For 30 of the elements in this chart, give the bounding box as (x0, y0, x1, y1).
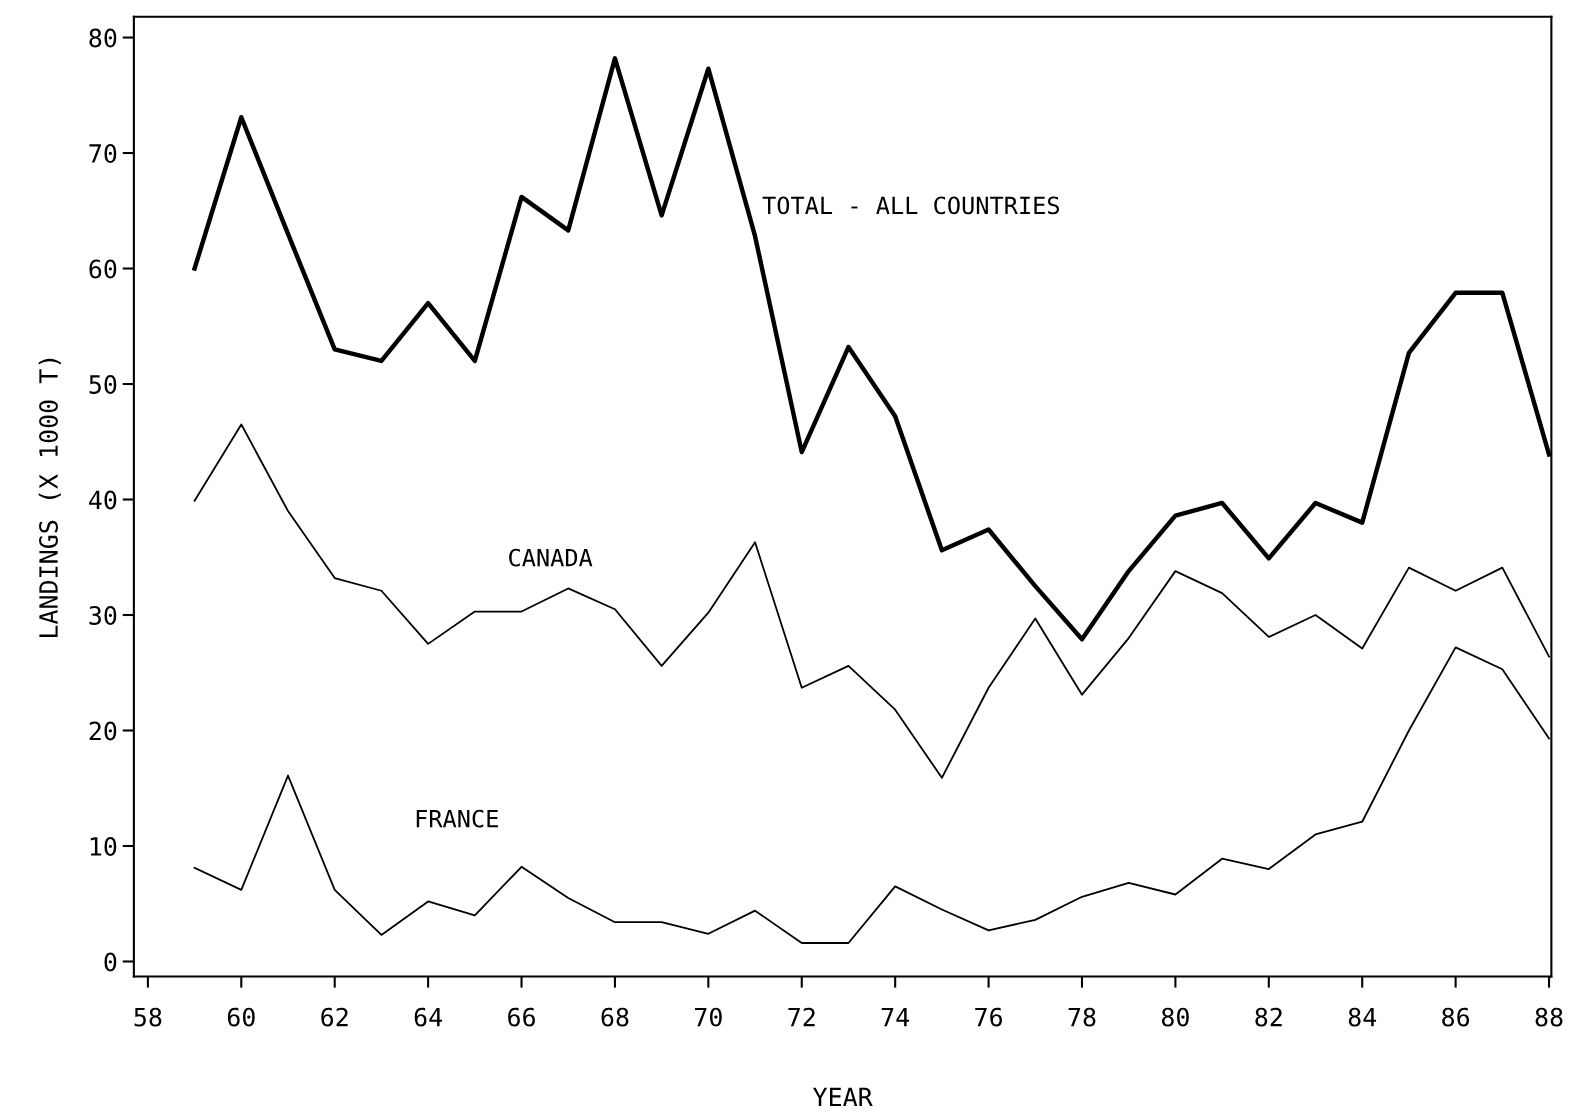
x-tick-label: 66 (508, 1007, 535, 1027)
x-tick-label: 88 (1535, 1007, 1563, 1027)
x-tick-label: 68 (601, 1007, 629, 1027)
x-axis-title: YEAR (812, 1087, 873, 1107)
x-tick-label: 58 (134, 1007, 162, 1027)
x-tick-label: 78 (1068, 1007, 1096, 1027)
y-tick-label: 20 (89, 721, 117, 741)
x-tick-label: 86 (1442, 1007, 1470, 1027)
x-tick-label: 84 (1348, 1007, 1377, 1027)
x-tick-label: 64 (414, 1007, 442, 1027)
y-tick-label: 50 (89, 375, 117, 394)
y-tick-label: 10 (90, 837, 117, 856)
series-label: TOTAL - ALL COUNTRIES (762, 196, 1060, 215)
x-tick-label: 60 (227, 1007, 255, 1027)
y-tick-label: 30 (89, 606, 117, 625)
x-tick-label: 76 (975, 1007, 1003, 1027)
x-tick-label: 82 (1255, 1007, 1282, 1027)
y-tick-label: 0 (104, 952, 117, 972)
y-axis-title: LANDINGS (X 1000 T) (38, 358, 61, 637)
x-tick-label: 80 (1161, 1007, 1189, 1027)
x-tick-label: 62 (321, 1007, 348, 1027)
x-tick-label: 70 (694, 1007, 722, 1027)
x-tick-label: 74 (881, 1007, 910, 1027)
y-tick-label: 40 (89, 490, 117, 510)
series-label: FRANCE (416, 809, 498, 828)
x-tick-label: 72 (788, 1007, 815, 1027)
y-tick-label: 80 (89, 28, 117, 48)
y-tick-label: 60 (89, 259, 117, 279)
series-label: CANADA (509, 548, 593, 567)
y-tick-label: 70 (89, 144, 117, 163)
